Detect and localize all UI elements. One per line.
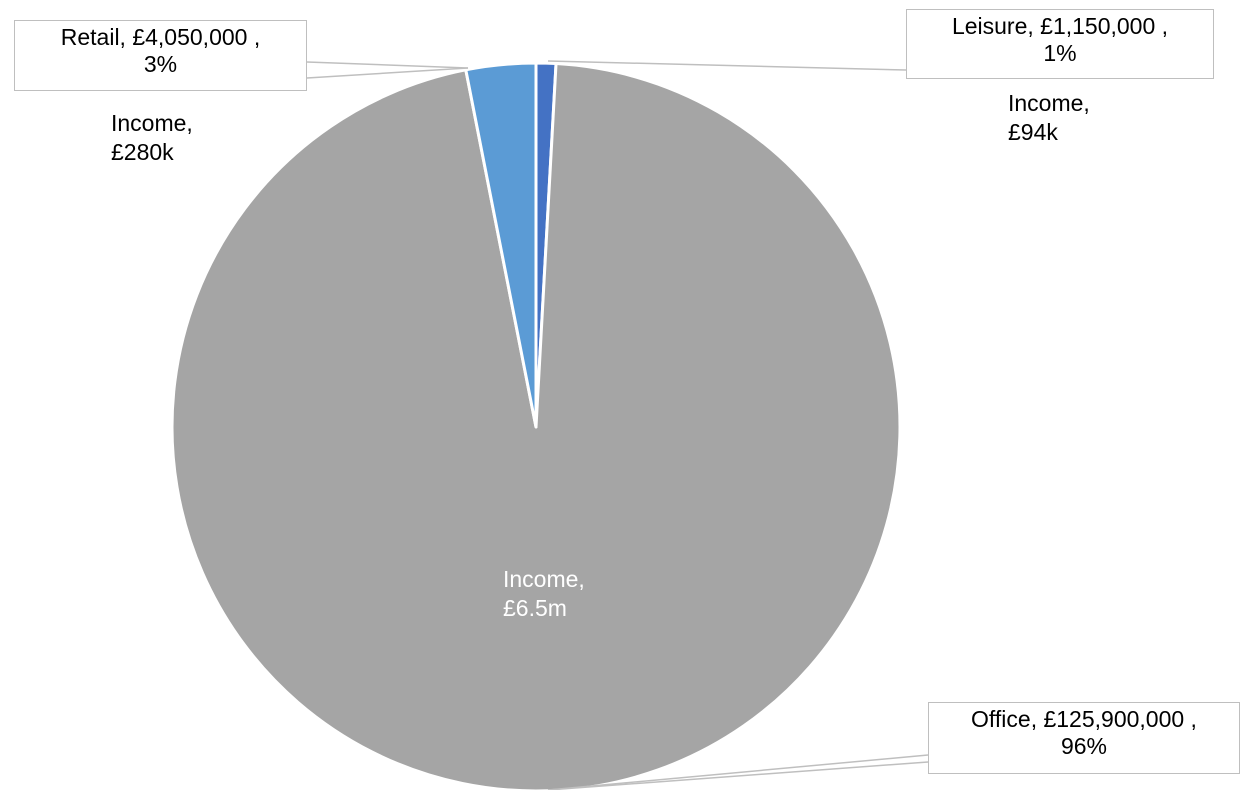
data-label-retail: Retail, £4,050,000 , 3% bbox=[14, 20, 307, 91]
leader-lines bbox=[306, 60, 929, 790]
leader-line-office bbox=[547, 761, 929, 790]
data-label-retail-line2: 3% bbox=[143, 51, 178, 77]
leader-line-retail-2 bbox=[306, 67, 469, 79]
leader-line-leisure bbox=[547, 60, 907, 71]
data-label-leisure-line2: 1% bbox=[1043, 40, 1077, 66]
data-label-leisure: Leisure, £1,150,000 , 1% bbox=[906, 9, 1214, 79]
data-label-office: Office, £125,900,000 , 96% bbox=[928, 702, 1240, 774]
leader-line-office-2 bbox=[547, 754, 929, 790]
annotation-office-income-line2: £6.5m bbox=[503, 595, 567, 621]
annotation-leisure-income-line2: £94k bbox=[1008, 119, 1058, 145]
leader-line-retail bbox=[306, 61, 469, 69]
annotation-office-income: Income, £6.5m bbox=[503, 565, 585, 623]
data-label-office-line2: 96% bbox=[1060, 733, 1108, 759]
annotation-office-income-line1: Income, bbox=[503, 566, 585, 592]
data-label-leisure-line1: Leisure, £1,150,000 , bbox=[951, 13, 1169, 39]
annotation-retail-income-line2: £280k bbox=[111, 139, 174, 165]
annotation-leisure-income-line1: Income, bbox=[1008, 90, 1090, 116]
pie-slice-retail bbox=[464, 61, 538, 429]
data-label-office-line1: Office, £125,900,000 , bbox=[971, 706, 1197, 732]
pie-slices bbox=[170, 61, 902, 790]
annotation-retail-income: Income, £280k bbox=[111, 109, 193, 167]
annotation-retail-income-line1: Income, bbox=[111, 110, 193, 136]
annotation-leisure-income: Income, £94k bbox=[1008, 89, 1090, 147]
data-label-retail-line1: Retail, £4,050,000 , bbox=[60, 24, 261, 50]
